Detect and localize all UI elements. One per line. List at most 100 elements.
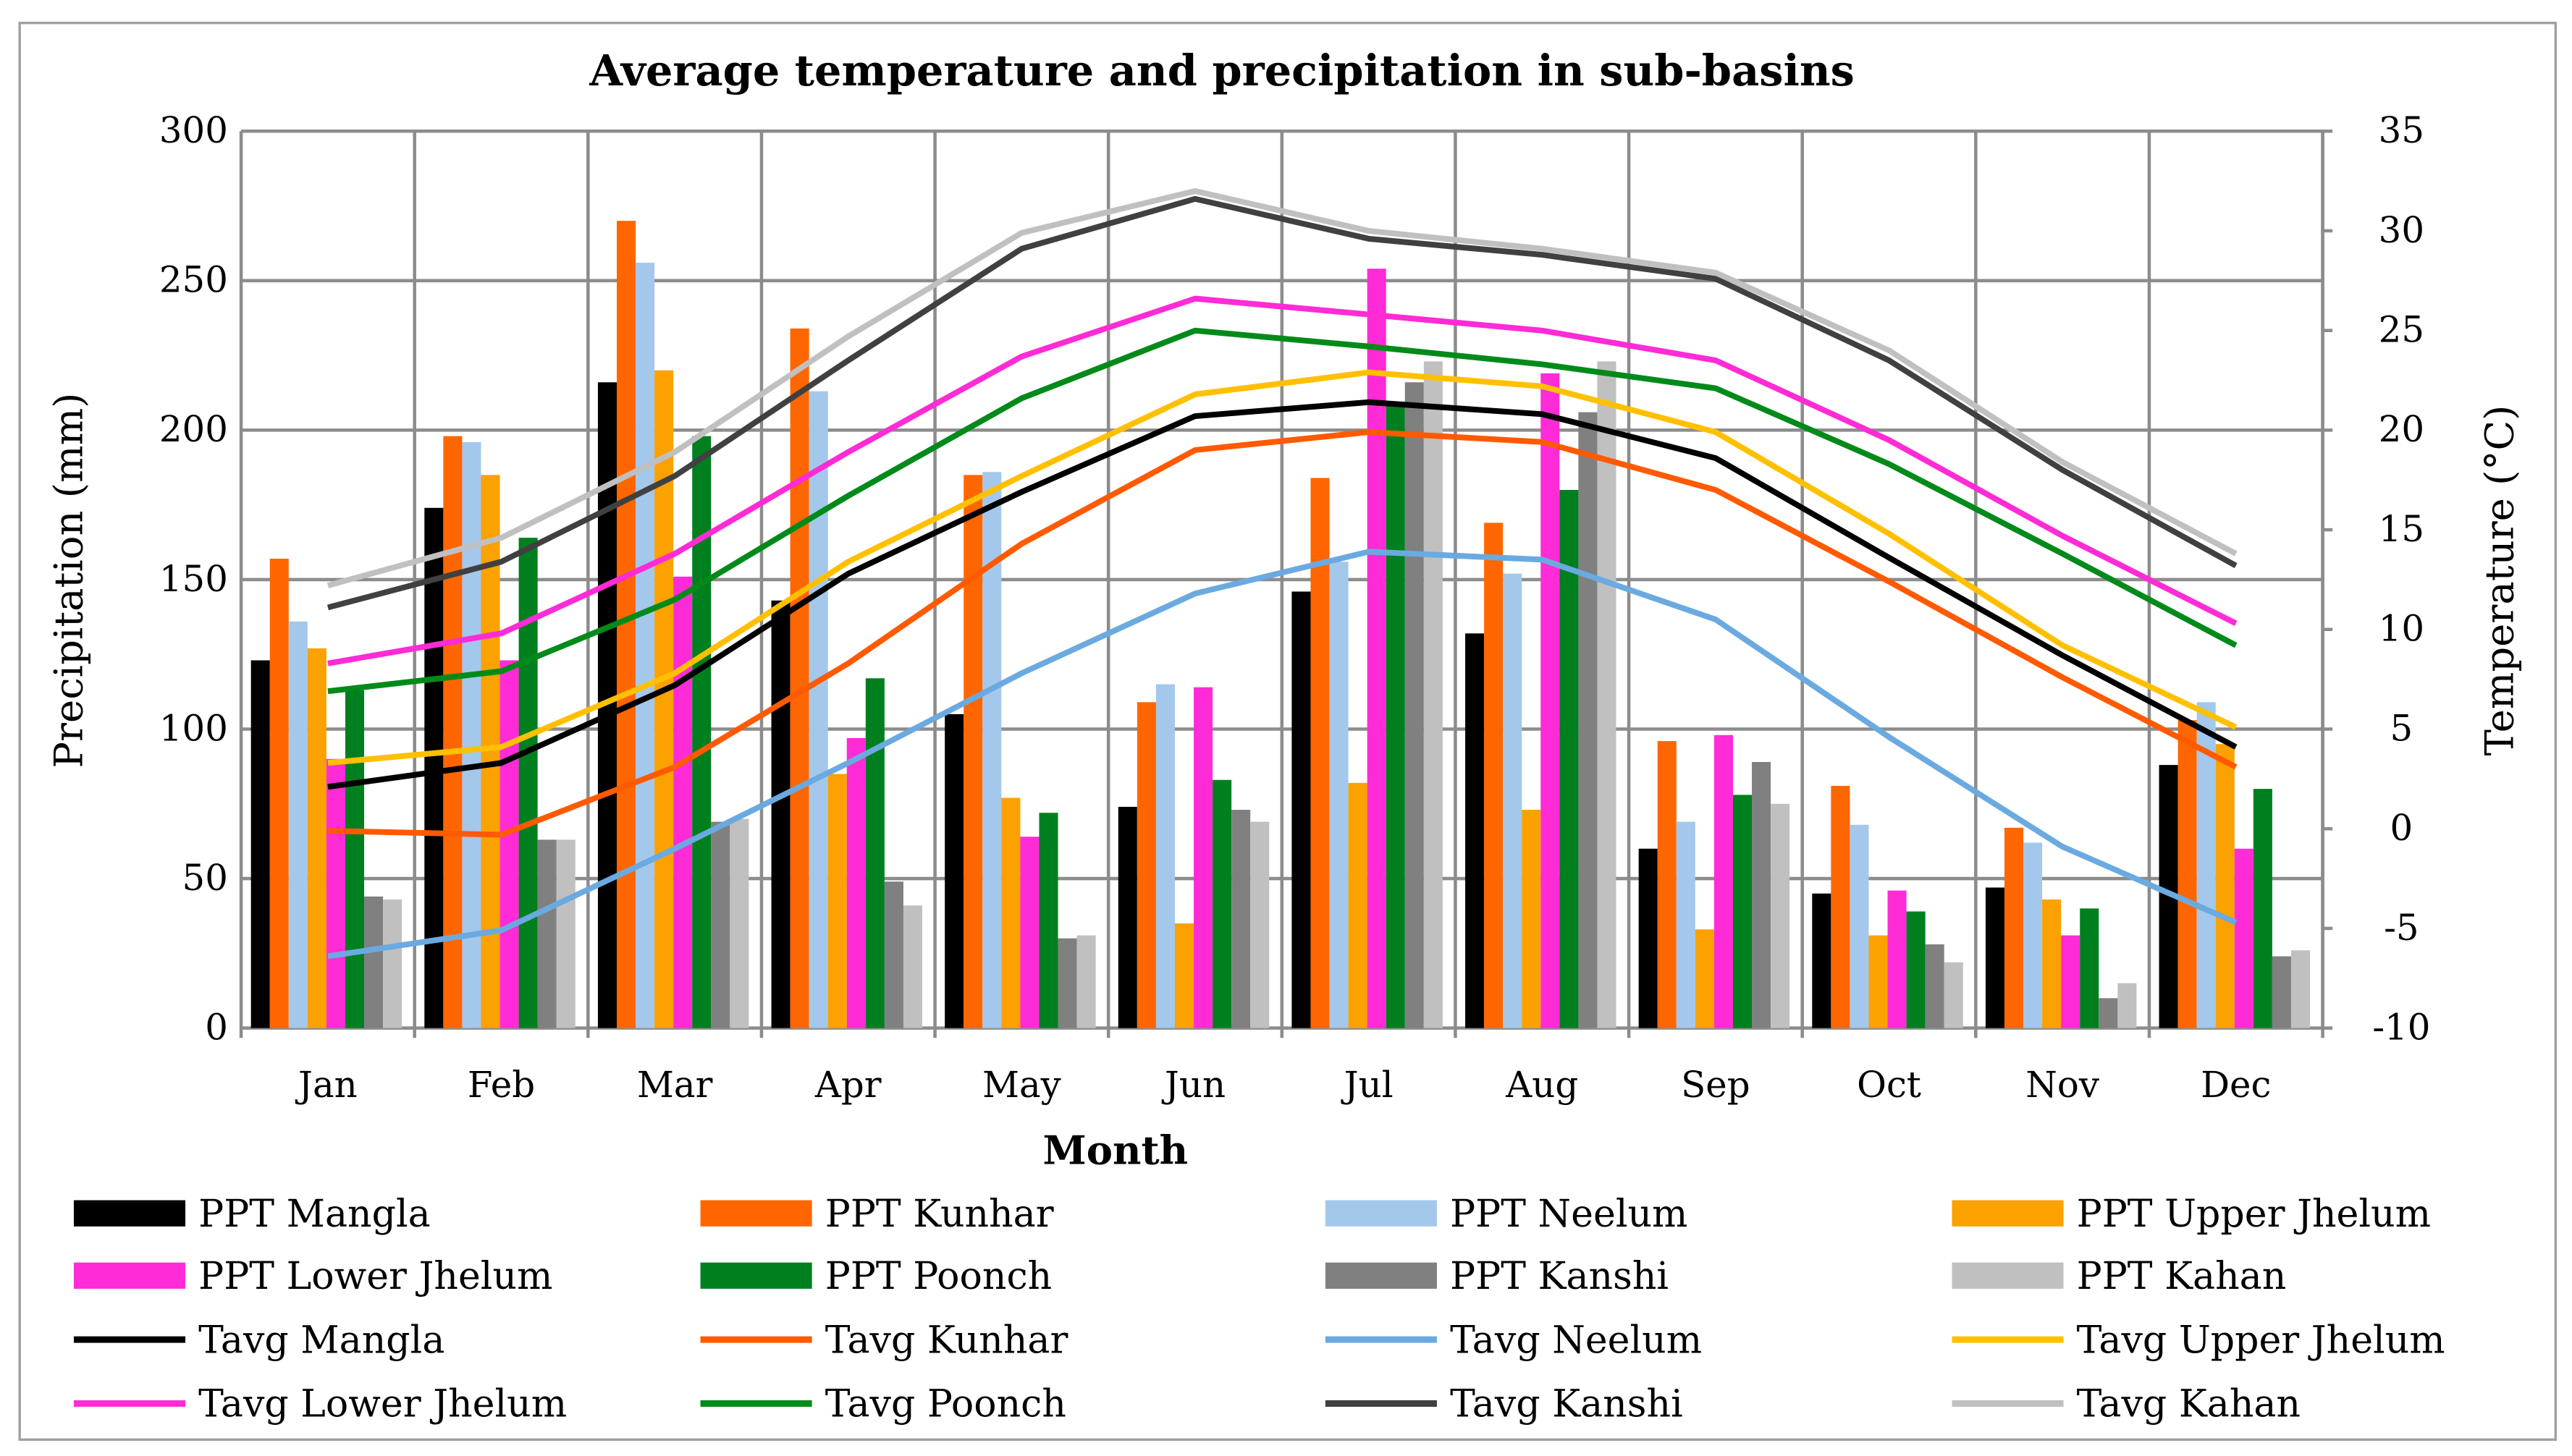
bar-ppt-neelum	[1155, 684, 1175, 1028]
bar-ppt-neelum	[288, 621, 308, 1028]
x-tick-label: Feb	[468, 1064, 535, 1106]
x-tick-label: Dec	[2201, 1064, 2271, 1106]
bar-ppt-kanshi	[1925, 944, 1944, 1028]
axes: 0 50 100 150 200 250 300 -10 -5 0 5 10 15 20 25 30 35 Jan…	[159, 109, 2431, 1106]
bar-ppt-mangla	[1812, 893, 1831, 1028]
bar-ppt-kahan	[2117, 983, 2137, 1028]
line-tavg-poonch	[327, 327, 2238, 695]
legend-swatch-ppt-upper-jhelum	[1952, 1200, 2064, 1227]
bar-ppt-kunhar	[1484, 522, 1504, 1028]
legend-swatch-ppt-kahan	[1952, 1262, 2064, 1289]
bar-ppt-poonch	[692, 436, 712, 1028]
y2-tick-label: 5	[2390, 707, 2413, 749]
bar-ppt-upper-jhelum	[1695, 929, 1714, 1028]
bar-ppt-poonch	[2253, 789, 2272, 1028]
legend-swatch-ppt-kanshi	[1325, 1262, 1437, 1289]
bar-ppt-kahan	[2290, 950, 2311, 1028]
y2-tick-label: 30	[2379, 209, 2424, 251]
bar-ppt-lower-jhelum	[499, 660, 519, 1028]
legend-label-tavg-neelum: Tavg Neelum	[1450, 1319, 1702, 1362]
bar-ppt-lower-jhelum	[1887, 890, 1907, 1028]
bars	[250, 221, 2311, 1028]
y2-tick-label: 10	[2379, 608, 2424, 650]
x-tick-label: Aug	[1505, 1064, 1578, 1106]
y2-tick-label: -10	[2372, 1006, 2430, 1048]
bar-ppt-lower-jhelum	[2234, 848, 2253, 1028]
bar-ppt-lower-jhelum	[1713, 735, 1733, 1028]
y2-tick-label: 25	[2379, 309, 2424, 351]
legend-label-ppt-mangla: PPT Mangla	[198, 1193, 431, 1236]
bar-ppt-kanshi	[537, 839, 557, 1028]
legend-label-tavg-kahan: Tavg Kahan	[2077, 1383, 2301, 1426]
x-tick-label: May	[982, 1064, 1061, 1106]
bar-ppt-kunhar	[964, 475, 983, 1028]
legend-label-ppt-kahan: PPT Kahan	[2077, 1255, 2287, 1298]
bar-ppt-neelum	[1503, 573, 1522, 1028]
bar-ppt-poonch	[1732, 795, 1753, 1028]
bar-ppt-neelum	[982, 472, 1002, 1028]
bar-ppt-poonch	[2080, 908, 2099, 1028]
bar-ppt-kanshi	[1404, 382, 1424, 1028]
bar-ppt-mangla	[1465, 633, 1485, 1028]
bar-ppt-kanshi	[364, 896, 384, 1028]
legend-label-tavg-upper-jhelum: Tavg Upper Jhelum	[2077, 1319, 2445, 1362]
bar-ppt-poonch	[518, 538, 538, 1028]
bar-ppt-neelum	[1850, 824, 1869, 1028]
bar-ppt-kunhar	[1310, 478, 1330, 1028]
line-tavg-kunhar	[327, 429, 2238, 838]
bar-ppt-upper-jhelum	[1001, 797, 1021, 1028]
legend-label-ppt-poonch: PPT Poonch	[825, 1255, 1052, 1298]
gridlines	[239, 129, 2324, 1038]
y2-tick-label: 15	[2379, 508, 2424, 550]
bar-ppt-kahan	[1076, 935, 1096, 1028]
bar-ppt-poonch	[1039, 813, 1058, 1028]
legend: PPT Mangla PPT Kunhar PPT Neelum PPT Upper …	[73, 1193, 2445, 1426]
x-axis-label: Month	[1043, 1127, 1189, 1174]
bar-ppt-kanshi	[1058, 938, 1077, 1028]
legend-swatch-ppt-poonch	[700, 1262, 812, 1289]
bar-ppt-poonch	[1559, 490, 1579, 1028]
bar-ppt-kahan	[903, 905, 923, 1028]
bar-ppt-kahan	[1250, 821, 1270, 1028]
x-tick-label: Jan	[295, 1064, 358, 1106]
bar-ppt-upper-jhelum	[1522, 810, 1541, 1028]
legend-swatch-ppt-kunhar	[700, 1200, 812, 1227]
bar-ppt-kunhar	[443, 436, 463, 1028]
y-tick-label: 200	[159, 408, 228, 450]
x-tick-label: Jun	[1161, 1064, 1226, 1106]
bar-ppt-kunhar	[2004, 827, 2024, 1028]
bar-ppt-kanshi	[1231, 810, 1251, 1028]
legend-label-ppt-upper-jhelum: PPT Upper Jhelum	[2077, 1193, 2431, 1236]
line-tavg-kanshi	[326, 195, 2238, 611]
bar-ppt-lower-jhelum	[846, 737, 866, 1028]
x-tick-label: Jul	[1341, 1064, 1393, 1106]
line-tavg-neelum	[327, 549, 2238, 960]
y-tick-label: 150	[159, 558, 228, 600]
bar-ppt-upper-jhelum	[1174, 923, 1194, 1028]
legend-label-ppt-neelum: PPT Neelum	[1450, 1193, 1687, 1236]
legend-label-tavg-kanshi: Tavg Kanshi	[1450, 1383, 1683, 1426]
bar-ppt-kunhar	[790, 328, 809, 1028]
bar-ppt-kanshi	[1752, 761, 1771, 1028]
bar-ppt-kunhar	[269, 559, 289, 1028]
chart-title: Average temperature and precipitation in…	[589, 46, 1854, 96]
bar-ppt-mangla	[1985, 887, 2004, 1028]
bar-ppt-upper-jhelum	[481, 475, 500, 1028]
x-tick-label: Nov	[2025, 1064, 2099, 1106]
bar-ppt-lower-jhelum	[673, 576, 693, 1028]
bar-ppt-kanshi	[2272, 956, 2291, 1028]
bar-ppt-poonch	[1213, 779, 1232, 1028]
bar-ppt-neelum	[1329, 562, 1349, 1028]
temperature-lines	[326, 187, 2238, 960]
bar-ppt-kahan	[383, 899, 402, 1028]
y2-tick-label: 35	[2379, 109, 2424, 151]
line-tavg-mangla	[327, 399, 2238, 790]
bar-ppt-neelum	[809, 391, 828, 1028]
y-tick-label: 100	[159, 707, 228, 749]
bar-ppt-kunhar	[1137, 702, 1156, 1028]
x-tick-label: Oct	[1857, 1064, 1921, 1106]
x-tick-label: Mar	[637, 1064, 713, 1106]
bar-ppt-neelum	[2023, 842, 2043, 1028]
bar-ppt-lower-jhelum	[1540, 373, 1560, 1028]
bar-ppt-kunhar	[1657, 741, 1677, 1028]
